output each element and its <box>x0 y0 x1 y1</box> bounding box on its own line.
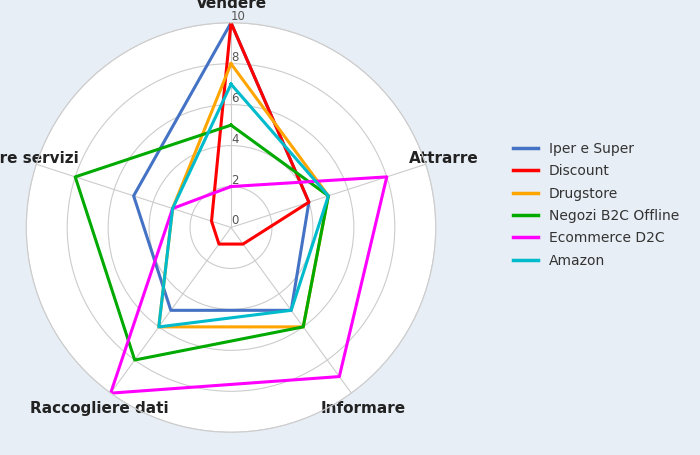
Legend: Iper e Super, Discount, Drugstore, Negozi B2C Offline, Ecommerce D2C, Amazon: Iper e Super, Discount, Drugstore, Negoz… <box>506 135 686 274</box>
